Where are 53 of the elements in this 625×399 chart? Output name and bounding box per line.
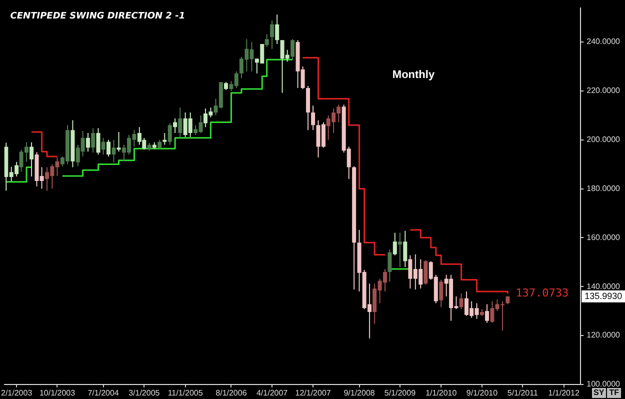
x-tick-label: 1/1/2012	[548, 388, 580, 398]
x-tick-label: 9/1/2008	[344, 388, 376, 398]
candlestick	[388, 248, 392, 282]
text: SY	[592, 388, 606, 398]
candlestick	[30, 142, 34, 178]
y-tick-label: 120.0000	[586, 330, 621, 340]
candlestick	[178, 107, 182, 138]
y-tick-label: 140.0000	[586, 282, 621, 291]
candlestick	[270, 20, 274, 50]
candlestick	[264, 34, 269, 48]
x-tick-label: 10/1/2003	[39, 388, 76, 398]
candlestick	[403, 230, 408, 268]
candlestick	[398, 232, 402, 268]
candlestick	[311, 105, 316, 131]
candlestick	[439, 279, 444, 308]
candlestick	[162, 132, 167, 146]
x-tick-label: 3/1/2005	[128, 388, 160, 398]
candlestick	[485, 304, 490, 324]
annotation: 137.0733	[516, 286, 569, 300]
candlestick	[173, 118, 178, 134]
y-tick-label: 100.0000	[586, 380, 621, 389]
x-tick-label: 9/1/2010	[466, 388, 498, 398]
candlestick	[168, 122, 172, 146]
candlestick	[112, 139, 116, 163]
x-tick-label: 4/1/2007	[256, 388, 288, 398]
y-tick-label: 160.0000	[586, 232, 621, 242]
candlestick	[91, 128, 96, 154]
y-tick-label: 180.0000	[586, 184, 621, 193]
y-tick-label: 240.0000	[586, 37, 621, 46]
x-tick-label: 8/1/2006	[216, 388, 248, 398]
text: TF	[607, 388, 621, 398]
candlestick	[424, 260, 428, 286]
candlestick	[290, 38, 295, 60]
x-tick-label: 5/1/2009	[384, 388, 416, 398]
chart-title: CENTIPEDE SWING DIRECTION 2 -1	[10, 12, 186, 22]
y-tick-label: 220.0000	[586, 86, 621, 96]
text: 135.9930	[584, 290, 622, 301]
x-tick-label: 11/1/2005	[168, 388, 204, 398]
candlestick	[86, 132, 90, 152]
candlestick	[116, 132, 121, 152]
text: Monthly	[392, 68, 436, 81]
x-tick-label: 7/1/2004	[88, 388, 120, 398]
x-tick-label: 2/1/2003	[1, 388, 33, 398]
candlestick	[96, 128, 100, 156]
candlestick	[392, 232, 397, 256]
candlestick	[275, 14, 280, 44]
y-tick-label: 200.0000	[586, 135, 621, 144]
candlestick	[459, 292, 464, 310]
x-tick-label: 1/1/2010	[426, 388, 458, 398]
x-tick-label: 12/1/2007	[295, 388, 332, 398]
candlestick	[106, 139, 111, 157]
x-tick-label: 5/1/2011	[507, 388, 538, 398]
candlestick	[101, 137, 106, 156]
